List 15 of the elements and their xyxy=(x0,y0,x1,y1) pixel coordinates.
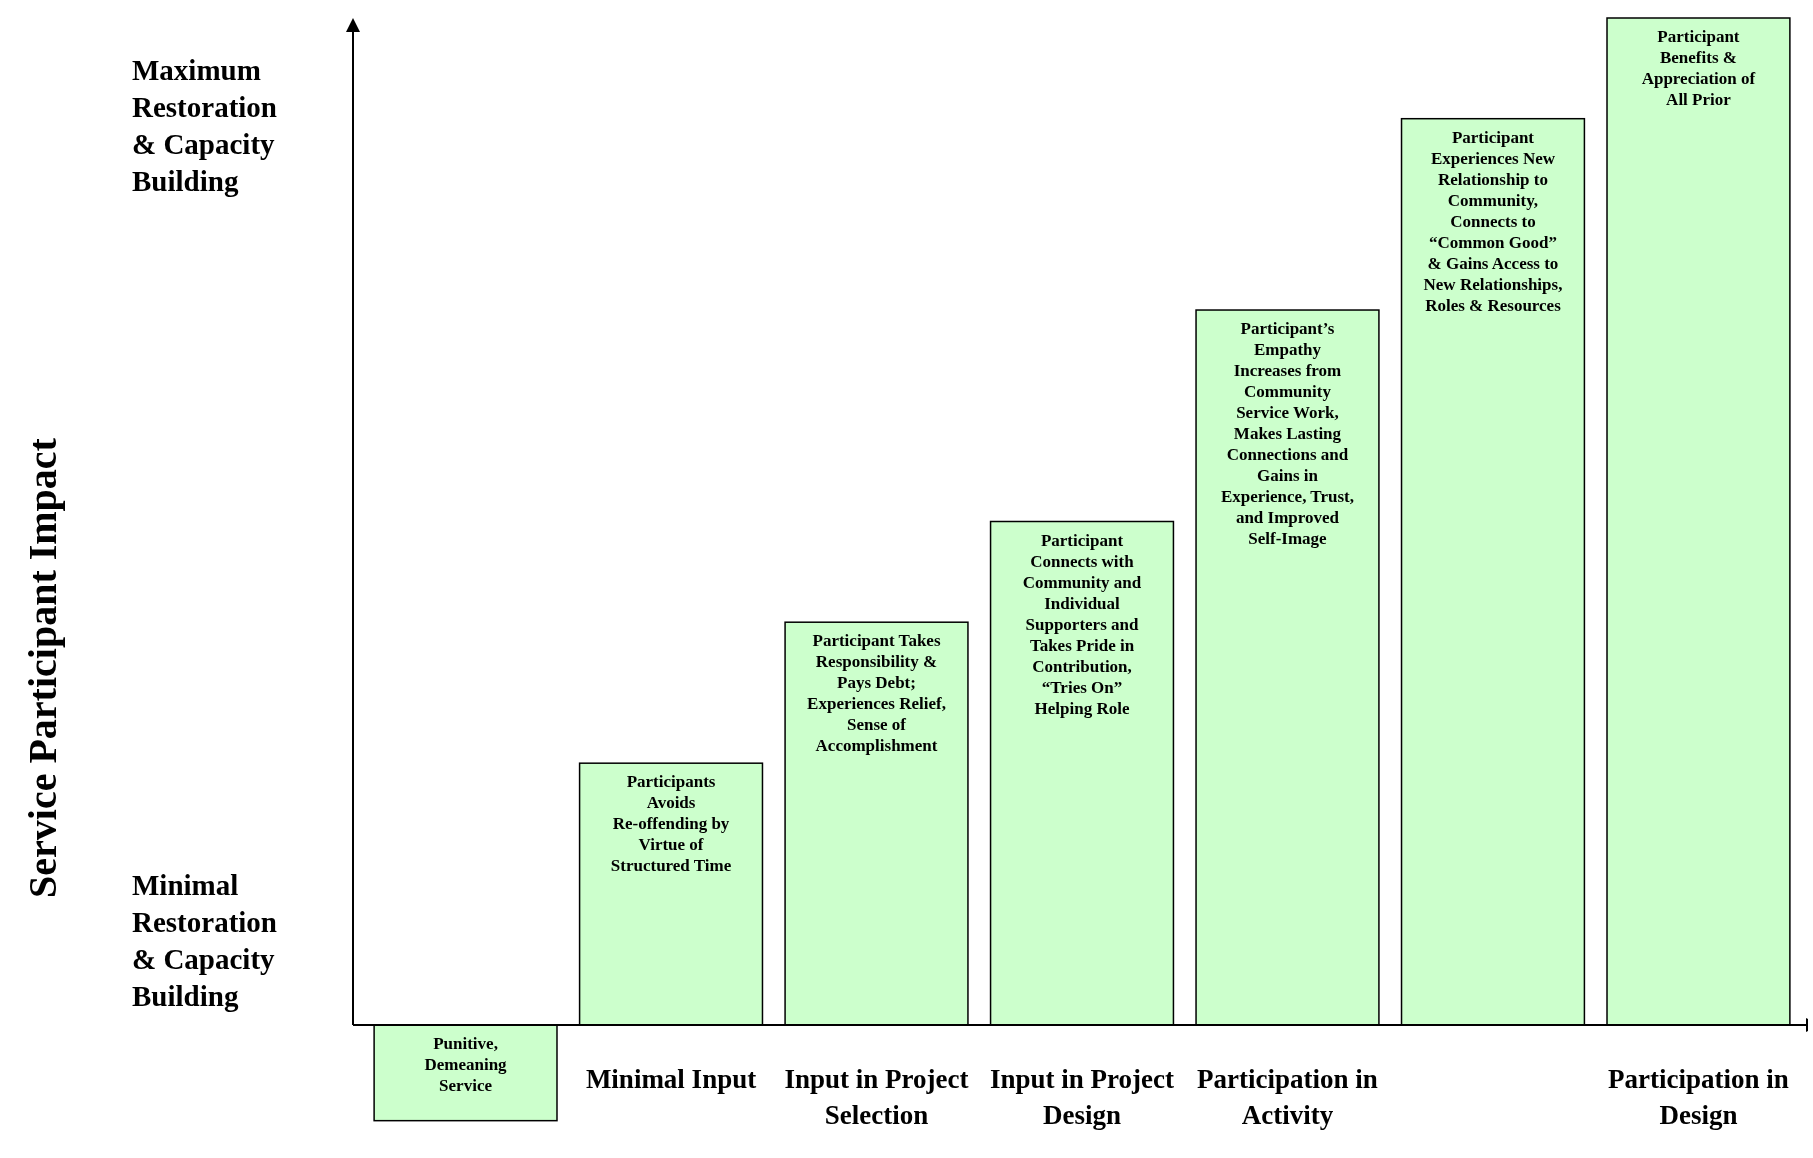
x-tick-label: Minimal Input xyxy=(585,1064,757,1094)
annotation: Participant Takes Responsibility & Pays Debt; Experiences Relief, Sense of Accomplishment xyxy=(807,631,946,756)
text: Service Participant Impact xyxy=(20,437,65,898)
text: Maximum Restoration & Capacity Building xyxy=(132,54,277,197)
annotation: Punitive, Demeaning Service xyxy=(424,1034,508,1095)
text: Participant Connects with Community and Individual Supporters and Takes Pride in Contribution, “Tries On” Helping Role xyxy=(1022,530,1142,718)
text: Participant’s Empathy Increases from Community Service Work, Makes Lasting Connections and Gains in Experience, Trust, and Improved Self-Image xyxy=(1220,319,1354,549)
annotation: Participants Avoids Re-offending by Virtue of Structured Time xyxy=(610,772,732,876)
annotation: Participant Benefits & Appreciation of All Prior xyxy=(1641,27,1756,109)
x-tick-label: Input in Project Selection xyxy=(784,1064,969,1130)
x-tick-label: Input in Project Design xyxy=(989,1064,1175,1130)
text: Participant Experiences New Relationship to Community, Connects to “Common Good” & Gains Access to New Relationships, Roles & Resources xyxy=(1423,127,1563,315)
x-tick-label: Participation in Activity xyxy=(1197,1064,1378,1130)
x-tick-label: Participation in Design xyxy=(1608,1064,1789,1130)
text: Minimal Restoration & Capacity Building xyxy=(132,869,277,1012)
